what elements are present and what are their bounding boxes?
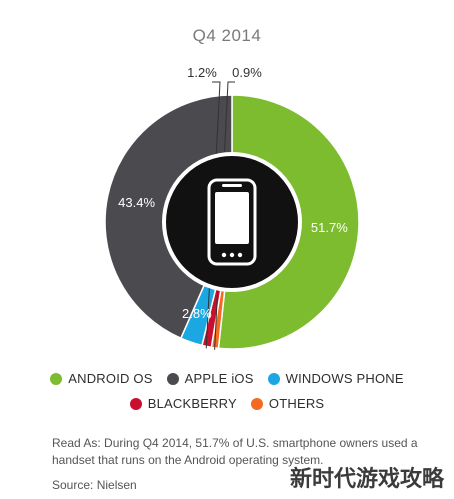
legend-row-1: ANDROID OS APPLE iOS WINDOWS PHONE [0,371,454,386]
legend-item-others: OTHERS [250,396,325,411]
donut-chart: 51.7% 0.9% 1.2% 2.8% 43.4% [104,65,360,350]
slice-labels: 51.7% 0.9% 1.2% 2.8% 43.4% [118,65,348,350]
legend-item-ios: APPLE iOS [166,371,254,386]
legend-row-2: BLACKBERRY OTHERS [0,396,454,411]
legend-swatch-windows [267,372,280,385]
phone-icon [162,152,302,292]
legend-item-windows: WINDOWS PHONE [267,371,404,386]
slice-label-blackberry: 1.2% [187,65,217,80]
legend-swatch-others [250,397,263,410]
legend-swatch-ios [166,372,179,385]
legend-item-android: ANDROID OS [50,371,152,386]
legend-label-blackberry: BLACKBERRY [147,396,237,411]
legend-item-blackberry: BLACKBERRY [129,396,237,411]
legend-label-others: OTHERS [268,396,325,411]
legend-label-android: ANDROID OS [68,371,153,386]
source-note: Source: Nielsen [52,478,137,492]
legend-label-ios: APPLE iOS [184,371,254,386]
legend-swatch-android [50,372,63,385]
slice-label-ios: 43.4% [118,195,155,210]
slice-label-windows: 2.8% [182,306,212,321]
legend-swatch-blackberry [129,397,142,410]
chart-title: Q4 2014 [192,26,262,45]
slice-label-android: 51.7% [311,220,348,235]
watermark: 新时代游戏攻略 [289,467,444,492]
read-as-note: Read As: During Q4 2014, 51.7% of U.S. s… [52,436,418,467]
legend-label-windows: WINDOWS PHONE [285,371,404,386]
slice-label-others: 0.9% [232,65,262,80]
